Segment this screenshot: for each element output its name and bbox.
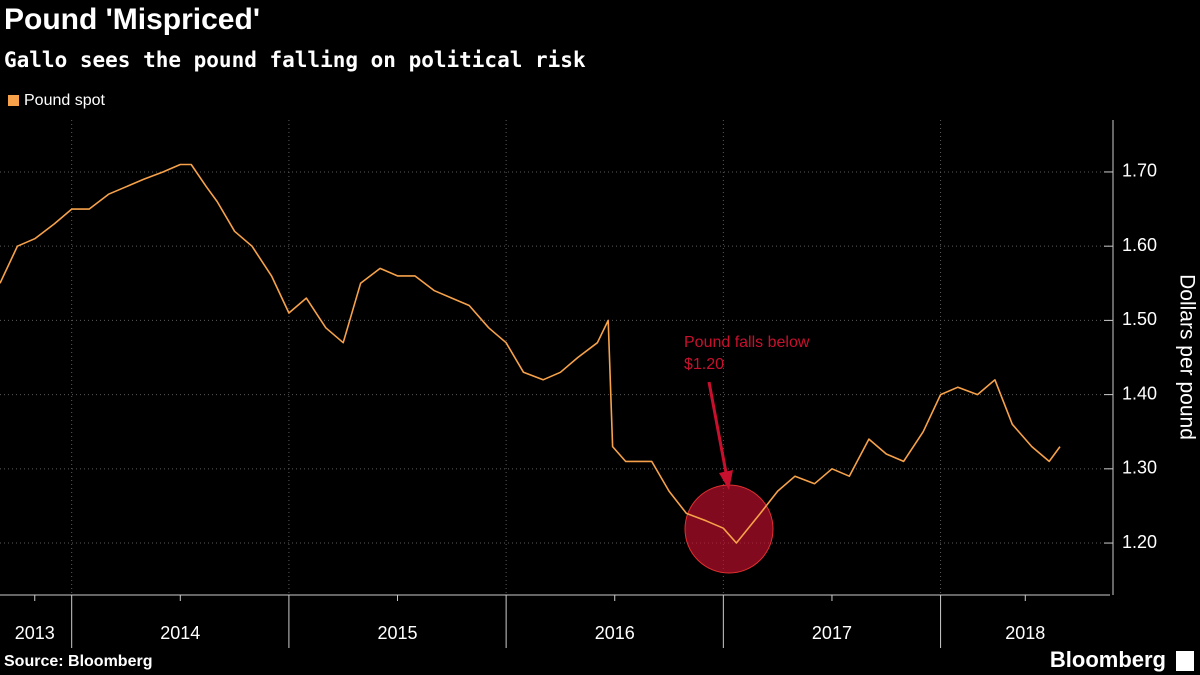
y-tick-label: 1.60 — [1122, 235, 1157, 255]
y-tick-label: 1.20 — [1122, 532, 1157, 552]
annotation-arrowhead — [719, 470, 733, 490]
y-axis-label: Dollars per pound — [1175, 274, 1198, 440]
legend-swatch — [8, 95, 19, 106]
annotation-arrow — [707, 381, 729, 479]
x-tick-label: 2016 — [595, 623, 635, 643]
x-tick-label: 2018 — [1005, 623, 1045, 643]
x-tick-label: 2014 — [160, 623, 200, 643]
brand: Bloomberg — [1050, 647, 1166, 672]
price-line — [0, 163, 1061, 544]
x-tick-label: 2013 — [15, 623, 55, 643]
source: Source: Bloomberg — [4, 653, 152, 670]
annotation-text: $1.20 — [684, 356, 724, 373]
y-tick-label: 1.70 — [1122, 161, 1157, 181]
y-tick-label: 1.40 — [1122, 383, 1157, 403]
y-tick-label: 1.30 — [1122, 458, 1157, 478]
y-tick-label: 1.50 — [1122, 309, 1157, 329]
x-tick-label: 2015 — [377, 623, 417, 643]
legend-label: Pound spot — [24, 92, 106, 109]
x-tick-label: 2017 — [812, 623, 852, 643]
chart-subtitle: Gallo sees the pound falling on politica… — [4, 48, 586, 72]
annotation-circle — [684, 484, 774, 574]
annotation-text: Pound falls below — [684, 334, 810, 351]
brand-icon — [1176, 651, 1194, 671]
chart-title: Pound 'Mispriced' — [4, 3, 260, 36]
